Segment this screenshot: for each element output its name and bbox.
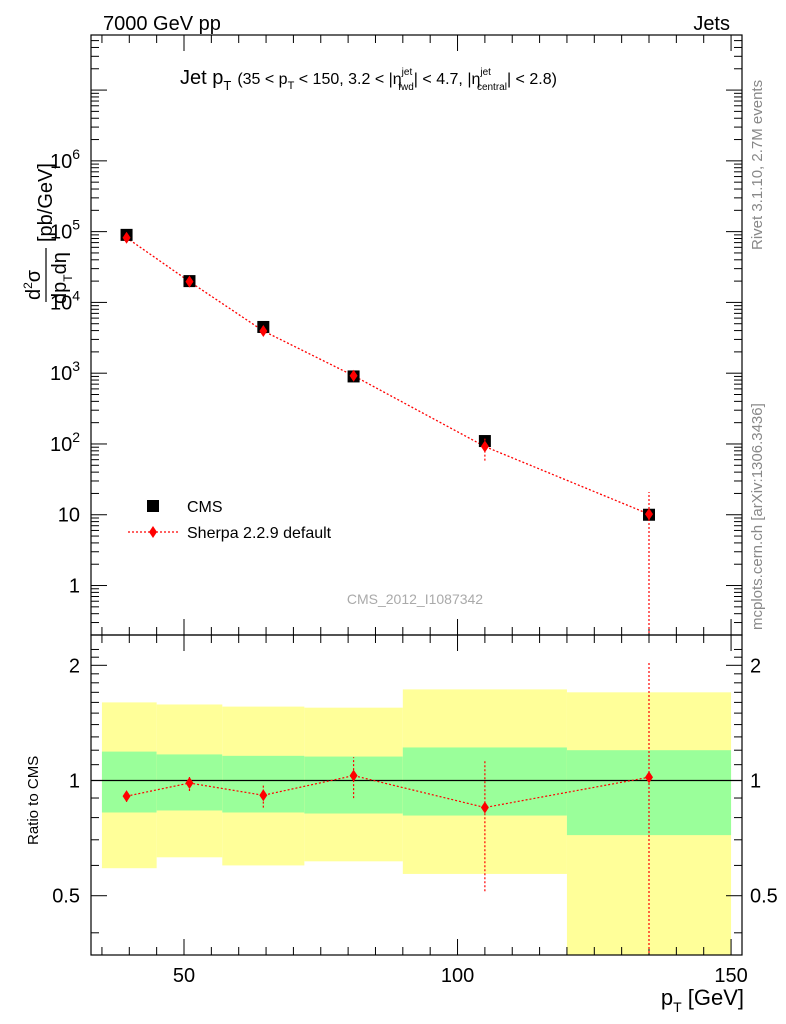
ratio-y-tick-label-right-1: 1 (750, 771, 761, 793)
main-y-tick-label-100: 102 (50, 429, 80, 456)
ratio-uncertainty-bands (101, 689, 732, 955)
legend: CMS Sherpa 2.2.9 default (128, 499, 332, 542)
ratio-y-tick-label-right-0.5: 0.5 (750, 886, 778, 908)
sherpa-point-1 (185, 275, 194, 288)
sherpa-point-5 (645, 508, 653, 521)
sherpa-point-4 (480, 440, 489, 453)
svg-text:[pb/GeV]: [pb/GeV] (35, 163, 57, 242)
ratio-y-axis-label: Ratio to CMS (25, 756, 42, 845)
legend-cms-marker (147, 500, 159, 512)
header-process-label: Jets (693, 13, 730, 35)
ratio-y-tick-label-right-2: 2 (750, 655, 761, 677)
ratio-panel-frame (90, 634, 743, 956)
ratio-point-4 (480, 801, 489, 814)
ratio-point-5 (645, 771, 653, 784)
main-panel-series (120, 228, 655, 635)
sherpa-point-2 (259, 324, 268, 337)
ratio-point-0 (122, 790, 131, 803)
inner-band-0 (101, 751, 157, 813)
main-y-tick-label-100000: 105 (50, 217, 80, 244)
ratio-y-tick-label-left-1: 1 (69, 771, 80, 793)
x-tick-label-150: 150 (714, 965, 747, 987)
legend-sherpa-marker (149, 526, 157, 538)
x-tick-label-100: 100 (441, 965, 474, 987)
main-panel-frame (90, 34, 743, 636)
sherpa-line (126, 237, 650, 515)
header-energy-label: 7000 GeV pp (103, 13, 221, 35)
ratio-y-tick-label-left-2: 2 (69, 655, 80, 677)
ratio-panel-series (122, 661, 653, 955)
ratio-y-tick-label-left-0.5: 0.5 (52, 886, 80, 908)
ratio-point-2 (259, 789, 268, 802)
rivet-version-label: Rivet 3.1.10, 2.7M events (749, 80, 766, 250)
plot-title: Jet pT (35 < pT < 150, 3.2 < |ηjet fwd| < … (180, 67, 557, 93)
main-y-tick-label-10000: 104 (50, 287, 80, 314)
main-y-tick-label-1000: 103 (50, 358, 80, 385)
main-y-tick-label-1000000: 106 (50, 146, 80, 173)
sherpa-point-3 (349, 369, 358, 382)
mcplots-reference-label: mcplots.cern.ch [arXiv:1306.3436] (749, 403, 766, 630)
svg-text:d2σ: d2σ (21, 269, 45, 300)
x-axis-label: pT [GeV] (661, 985, 744, 1015)
x-tick-label-50: 50 (173, 965, 195, 987)
sherpa-point-0 (122, 231, 131, 244)
ratio-point-1 (185, 777, 194, 790)
ratio-point-3 (349, 769, 358, 782)
legend-cms-label: CMS (187, 499, 223, 516)
main-y-tick-label-1: 1 (69, 576, 80, 598)
analysis-watermark: CMS_2012_I1087342 (347, 591, 483, 607)
ratio-line (126, 774, 650, 809)
tick-labels: 50 100 150 1 10 102 103 104 105 106 0.5 0.5 1 1 2 2 (50, 146, 778, 987)
legend-sherpa-label: Sherpa 2.2.9 default (187, 525, 332, 542)
inner-band-2 (222, 755, 305, 813)
main-y-tick-label-10: 10 (58, 505, 80, 527)
